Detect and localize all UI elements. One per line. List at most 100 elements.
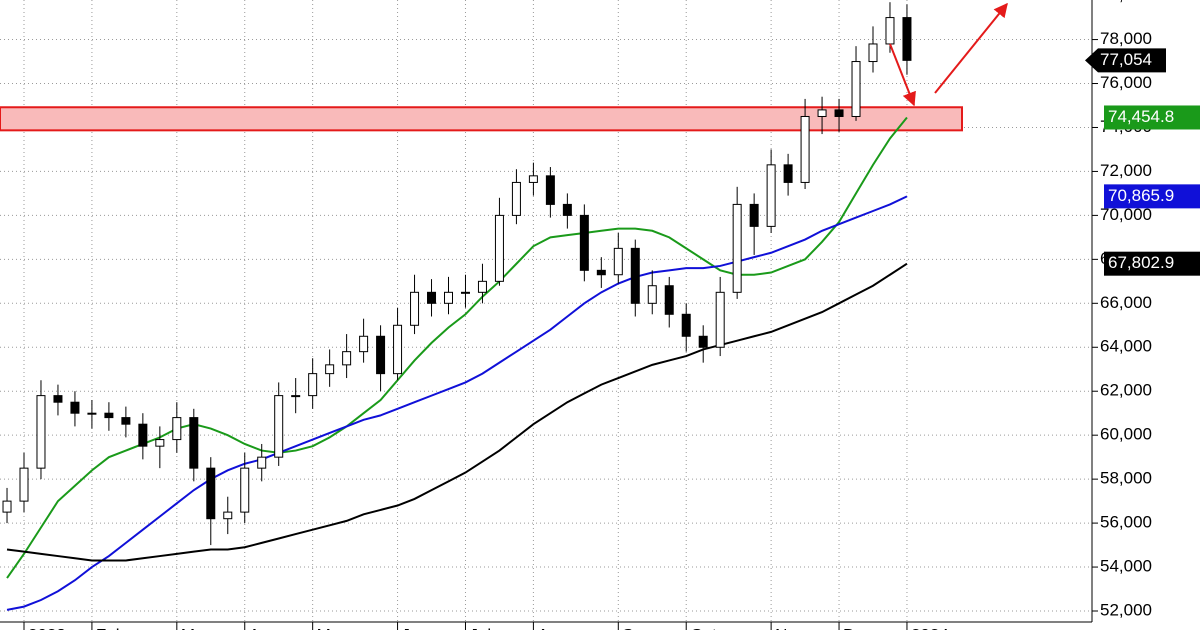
y-tick-label: 60,000 xyxy=(1100,425,1152,444)
x-tick-label: Dec xyxy=(843,625,874,630)
price-label: 70,865.9 xyxy=(1108,186,1174,205)
arrow-down xyxy=(889,43,916,107)
candle-body xyxy=(817,109,827,117)
axis-layer: 52,000 54,000 56,000 58,000 60,000 62,000 64,0… xyxy=(23,0,1200,630)
candle-body xyxy=(681,313,691,337)
candle-body xyxy=(868,43,878,63)
candle-body xyxy=(138,423,148,447)
candle-body xyxy=(240,467,250,513)
x-tick-label: May xyxy=(317,625,350,630)
x-tick-label: Feb xyxy=(96,625,125,630)
y-tick-label: 52,000 xyxy=(1100,600,1152,619)
x-tick-label: Aug xyxy=(537,625,567,630)
y-tick-label: 76,000 xyxy=(1100,73,1152,92)
x-tick-label: 2024 xyxy=(911,625,949,630)
candle-body xyxy=(579,214,589,271)
y-tick-label: 66,000 xyxy=(1100,293,1152,312)
candle-body xyxy=(647,285,657,304)
candle-body xyxy=(393,324,403,375)
candle-body xyxy=(257,456,267,469)
candle-body xyxy=(427,291,437,304)
candle-body xyxy=(783,164,793,183)
candle-body xyxy=(155,439,165,447)
candle-body xyxy=(206,467,216,520)
y-tick-label: 64,000 xyxy=(1100,337,1152,356)
x-tick-label: 2023 xyxy=(28,625,66,630)
candle-body xyxy=(342,351,352,366)
candle-body xyxy=(545,175,555,205)
candle-body xyxy=(87,412,97,415)
candle-body xyxy=(630,247,640,304)
candle-body xyxy=(189,417,199,469)
candle-body xyxy=(325,364,335,375)
candle-body xyxy=(36,395,46,469)
y-tick-label: 54,000 xyxy=(1100,557,1152,576)
candle-body xyxy=(902,17,912,61)
candle-body xyxy=(121,417,131,425)
y-tick-label: 72,000 xyxy=(1100,161,1152,180)
y-tick-label: 58,000 xyxy=(1100,469,1152,488)
candle-body xyxy=(715,291,725,348)
x-tick-label: Oct xyxy=(690,625,717,630)
candle-body xyxy=(53,395,63,403)
candle-body xyxy=(664,285,674,315)
candle-body xyxy=(511,181,521,216)
x-tick-label: Apr xyxy=(249,625,276,630)
candle-body xyxy=(613,247,623,276)
moving-average-line xyxy=(6,262,908,562)
price-label-box xyxy=(1104,251,1200,276)
candle-body xyxy=(698,335,708,348)
y-tick-label: 56,000 xyxy=(1100,513,1152,532)
candle-body xyxy=(851,61,861,117)
candle-body xyxy=(596,269,606,276)
moving-average-line xyxy=(6,195,908,611)
y-tick-label: 80,000 xyxy=(1100,0,1152,4)
price-label-box xyxy=(1104,105,1200,130)
candle-body xyxy=(359,335,369,353)
candle-body xyxy=(308,373,318,397)
x-tick-label: Jun xyxy=(402,625,429,630)
candle-body xyxy=(223,511,233,520)
arrow-up xyxy=(934,2,1008,94)
candle-body xyxy=(749,203,759,227)
x-tick-label: Mar xyxy=(181,625,211,630)
x-tick-label: Nov xyxy=(775,625,806,630)
candle-body xyxy=(732,203,742,293)
annotation-arrows xyxy=(889,2,1008,107)
candle-body xyxy=(2,500,12,513)
candle-body xyxy=(562,203,572,216)
candle-body xyxy=(460,291,470,294)
y-tick-label: 78,000 xyxy=(1100,29,1152,48)
plot-area xyxy=(0,2,963,611)
candle-body xyxy=(766,164,776,227)
candle-body xyxy=(376,335,386,375)
candle-body xyxy=(274,395,284,458)
y-tick-label: 62,000 xyxy=(1100,381,1152,400)
candle-body xyxy=(834,109,844,117)
candle-body xyxy=(104,412,114,419)
price-label: 77,054 xyxy=(1100,50,1152,69)
price-label: 74,454.8 xyxy=(1108,107,1174,126)
price-label: 67,802.9 xyxy=(1108,253,1174,272)
candle-body xyxy=(494,214,504,282)
x-axis-strip xyxy=(0,622,1092,630)
price-label-box xyxy=(1085,48,1166,73)
candle-body xyxy=(70,401,80,414)
candle-body xyxy=(172,417,182,441)
price-label-box xyxy=(1104,184,1200,209)
candle-body xyxy=(885,17,895,45)
candle-body xyxy=(477,280,487,293)
candle-body xyxy=(19,467,29,502)
x-tick-label: Sep xyxy=(622,625,652,630)
candle-body xyxy=(528,175,538,183)
candle-body xyxy=(291,395,301,398)
candle-body xyxy=(410,291,420,326)
axis-panel xyxy=(1092,0,1200,630)
candle-body xyxy=(800,115,810,183)
price-zone xyxy=(0,106,963,132)
x-tick-label: Jul xyxy=(469,625,491,630)
y-tick-label: 70,000 xyxy=(1100,205,1152,224)
moving-average-line xyxy=(6,116,908,579)
